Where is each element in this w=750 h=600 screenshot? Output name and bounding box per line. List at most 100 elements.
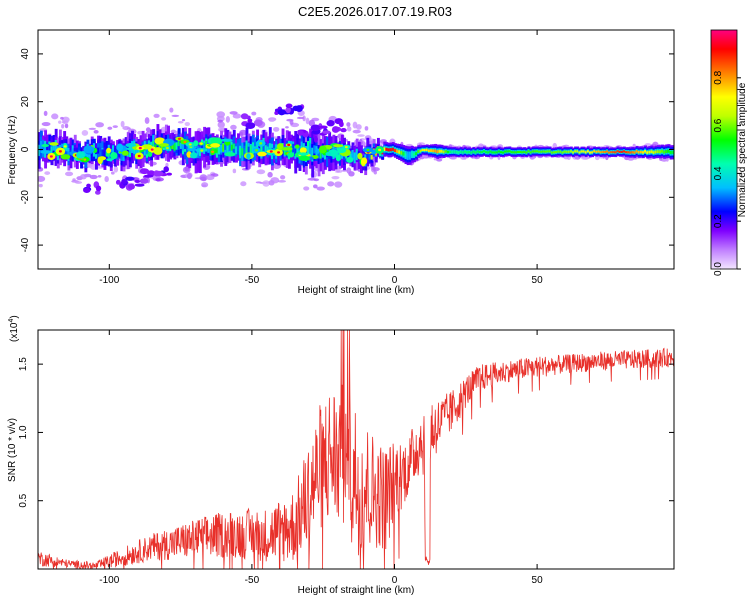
spectral-band-cell (531, 150, 535, 153)
spectral-band-cell (249, 145, 253, 155)
spectral-blob (153, 147, 163, 155)
spectral-halo-cell (113, 166, 119, 173)
spectral-blob (116, 143, 124, 152)
spectral-halo-cell (38, 175, 46, 182)
spectral-blob (110, 151, 118, 160)
spectral-band-cell (463, 150, 467, 153)
spectral-band-cell (499, 151, 503, 154)
spectral-band-cell (667, 149, 671, 153)
spectral-halo-cell (80, 173, 87, 180)
spectral-band-cell (139, 149, 143, 154)
spectral-blob (125, 143, 137, 148)
spectral-halo-cell (62, 120, 69, 125)
spectral-halo-cell (44, 171, 51, 175)
y-tick-label: 40 (20, 48, 31, 60)
spectral-band-cell (434, 149, 438, 153)
spectral-band-cell (663, 150, 667, 154)
spectral-band-cell (578, 151, 582, 154)
spectral-blob-core (177, 137, 181, 140)
spectral-blob (106, 158, 113, 162)
spectral-halo-cell (285, 126, 289, 129)
spectral-band-cell (491, 151, 495, 154)
spectral-band-cell (408, 153, 412, 158)
spectral-blob-core (49, 155, 53, 158)
spectral-halo-cell (372, 167, 380, 172)
spectral-halo-cell (312, 184, 318, 189)
spectral-band-cell (572, 151, 575, 154)
x-tick-label: -100 (99, 275, 119, 286)
snr-multiplier-label: (x104) (8, 315, 20, 342)
spectral-band-cell (381, 151, 385, 155)
spectral-band-cell (406, 153, 410, 158)
spectral-halo-cell (153, 113, 160, 118)
spectral-branch-cell (155, 178, 161, 182)
spectral-halo-cell (61, 123, 65, 129)
spectral-band-cell (224, 144, 228, 150)
spectral-branch-cell (139, 168, 150, 175)
spectral-band-cell (203, 143, 207, 152)
spectral-band-cell (177, 137, 181, 147)
spectral-band-cell (417, 150, 421, 153)
spectral-band-cell (198, 148, 202, 157)
spectral-band-cell (449, 150, 452, 153)
spectral-halo-cell (205, 175, 215, 181)
x-tick-label: -50 (245, 575, 260, 586)
spectral-blob (210, 137, 223, 146)
spectral-band-cell (95, 154, 98, 159)
spectral-band-cell (309, 143, 313, 154)
spectral-halo-cell (273, 126, 280, 132)
spectral-band-cell (39, 140, 43, 149)
colorbar-tick-label: 0.0 (713, 262, 724, 276)
spectral-band-cell (353, 154, 357, 161)
spectral-halo-cell (112, 125, 118, 128)
spectral-halo-cell (89, 174, 98, 180)
spectral-band-cell (419, 149, 423, 153)
spectral-halo-cell (177, 120, 184, 124)
spectral-halo-cell (346, 167, 352, 174)
spectral-band-cell (73, 148, 77, 155)
spectral-band-cell (260, 145, 264, 154)
spectral-band-cell (243, 148, 247, 156)
spectral-band-cell (126, 146, 130, 155)
spectral-blob (357, 152, 363, 160)
spectral-band-cell (245, 144, 249, 153)
spectral-halo-cell (316, 186, 325, 191)
spectral-branch-cell (94, 190, 101, 195)
spectral-band-cell (648, 150, 652, 154)
spectral-halo-cell (262, 180, 270, 187)
spectral-blob (299, 147, 307, 154)
spectral-band-cell (175, 142, 179, 150)
spectral-halo-cell (307, 177, 317, 181)
spectral-branch-cell (277, 109, 286, 116)
spectral-band-cell (230, 144, 234, 151)
y-tick-label: 1.5 (18, 357, 29, 371)
spectral-band-cell (639, 150, 643, 154)
spectral-blob (336, 147, 347, 154)
spectral-band-cell (625, 151, 628, 154)
spectral-band-cell (169, 143, 173, 149)
spectral-branch-cell (163, 166, 170, 173)
spectral-band-cell (622, 150, 626, 153)
spectral-halo-cell (364, 126, 369, 131)
spectral-halo-cell (232, 113, 242, 119)
spectral-branch-cell (285, 103, 293, 109)
spectral-blob (346, 156, 354, 163)
spectral-halo-cell (280, 175, 286, 180)
snr-plot-area (38, 330, 674, 569)
spectral-branch-cell (340, 127, 347, 133)
spectral-band-cell (415, 151, 419, 156)
spectral-halo-cell (137, 130, 143, 135)
spectral-band-cell (652, 151, 656, 154)
spectral-blob (60, 154, 71, 160)
spectral-band-cell (457, 151, 461, 154)
spectral-band-cell (650, 150, 654, 153)
spectral-halo-cell (225, 115, 230, 123)
spectral-band-cell (402, 151, 406, 156)
spectral-band-cell (633, 151, 637, 154)
spectral-halo-cell (251, 111, 257, 116)
spectral-halo-cell (357, 134, 365, 137)
colorbar: 0.0 0.2 0.4 0.6 0.8 Normalized spectral ampl… (710, 29, 748, 276)
spectral-blob (41, 144, 50, 148)
spectral-halo-cell (352, 121, 358, 129)
spectral-band-cell (194, 147, 198, 157)
